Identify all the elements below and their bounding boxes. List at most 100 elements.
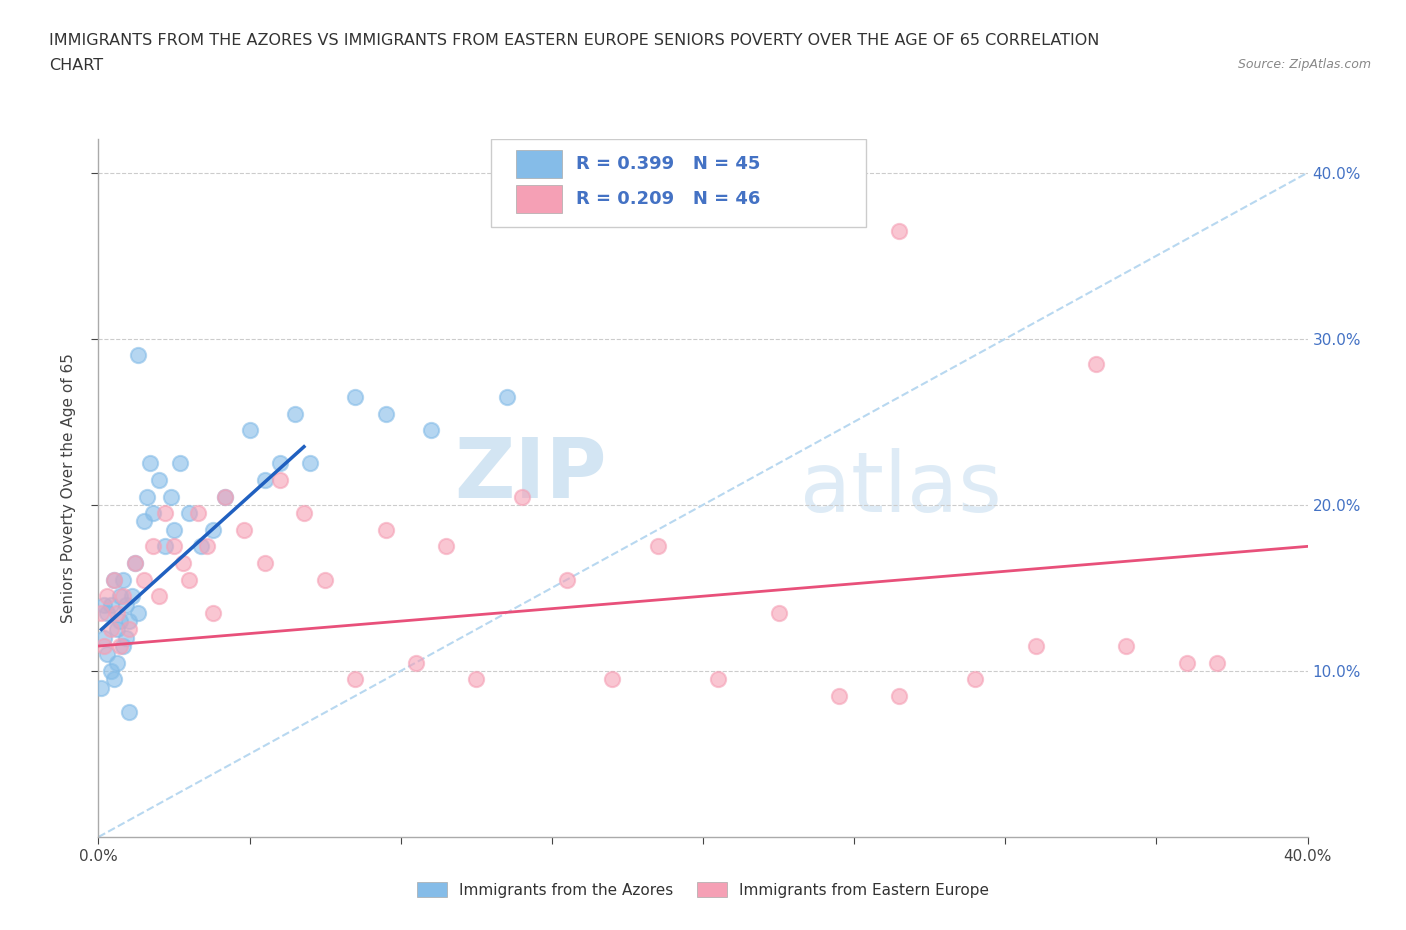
Point xyxy=(510,489,533,504)
Point xyxy=(172,555,194,570)
Point xyxy=(284,406,307,421)
Point xyxy=(90,605,112,620)
Point xyxy=(100,622,122,637)
Point xyxy=(768,605,790,620)
Point xyxy=(1175,656,1198,671)
Point xyxy=(555,572,578,587)
Point xyxy=(344,390,367,405)
Point xyxy=(179,572,201,587)
Point xyxy=(1115,639,1137,654)
Point xyxy=(253,555,276,570)
Point xyxy=(103,572,125,587)
Point xyxy=(135,489,157,504)
Legend: Immigrants from the Azores, Immigrants from Eastern Europe: Immigrants from the Azores, Immigrants f… xyxy=(411,875,995,904)
Point xyxy=(495,390,517,405)
Point xyxy=(111,572,134,587)
Point xyxy=(434,539,457,554)
Point xyxy=(707,671,730,686)
Point xyxy=(114,631,136,645)
Point xyxy=(108,614,131,629)
Point xyxy=(160,489,183,504)
Point xyxy=(214,489,236,504)
Text: ZIP: ZIP xyxy=(454,433,606,515)
Point xyxy=(111,639,134,654)
Point xyxy=(269,472,291,487)
Point xyxy=(108,639,131,654)
Point xyxy=(239,422,262,438)
Point xyxy=(132,514,155,529)
Point xyxy=(118,705,141,720)
Point xyxy=(374,406,396,421)
Point xyxy=(90,680,112,695)
Point xyxy=(153,539,176,554)
Point xyxy=(105,605,128,620)
Point xyxy=(202,523,225,538)
FancyBboxPatch shape xyxy=(492,140,866,227)
Point xyxy=(374,523,396,538)
Point xyxy=(299,456,322,471)
Point xyxy=(420,422,443,438)
FancyBboxPatch shape xyxy=(516,150,561,178)
Y-axis label: Seniors Poverty Over the Age of 65: Seniors Poverty Over the Age of 65 xyxy=(60,353,76,623)
Point xyxy=(202,605,225,620)
Point xyxy=(105,622,128,637)
Point xyxy=(124,555,146,570)
Point xyxy=(179,506,201,521)
Text: Source: ZipAtlas.com: Source: ZipAtlas.com xyxy=(1237,58,1371,71)
Point xyxy=(96,589,118,604)
Point xyxy=(828,688,851,703)
Point xyxy=(93,639,115,654)
Text: atlas: atlas xyxy=(800,447,1001,529)
Point xyxy=(139,456,162,471)
Point xyxy=(602,671,624,686)
Point xyxy=(1024,639,1046,654)
Point xyxy=(232,523,254,538)
Point xyxy=(100,597,122,612)
Point xyxy=(118,622,141,637)
Point xyxy=(127,605,149,620)
Point xyxy=(127,348,149,363)
Point xyxy=(889,223,911,238)
Point xyxy=(187,506,209,521)
Point xyxy=(93,597,115,612)
Point xyxy=(148,472,170,487)
Point xyxy=(103,572,125,587)
Point xyxy=(195,539,218,554)
Point xyxy=(148,589,170,604)
Point xyxy=(269,456,291,471)
Text: CHART: CHART xyxy=(49,58,103,73)
Point xyxy=(153,506,176,521)
Point xyxy=(163,523,186,538)
Point xyxy=(169,456,191,471)
Point xyxy=(100,663,122,678)
Point xyxy=(214,489,236,504)
Point xyxy=(889,688,911,703)
Point xyxy=(1085,356,1108,371)
Point xyxy=(124,555,146,570)
Point xyxy=(965,671,987,686)
Text: R = 0.399   N = 45: R = 0.399 N = 45 xyxy=(576,155,761,173)
Point xyxy=(465,671,488,686)
Point xyxy=(105,656,128,671)
Point xyxy=(132,572,155,587)
Point xyxy=(118,614,141,629)
Point xyxy=(142,539,165,554)
Text: IMMIGRANTS FROM THE AZORES VS IMMIGRANTS FROM EASTERN EUROPE SENIORS POVERTY OVE: IMMIGRANTS FROM THE AZORES VS IMMIGRANTS… xyxy=(49,33,1099,47)
Point xyxy=(405,656,427,671)
Point xyxy=(121,589,143,604)
Point xyxy=(96,605,118,620)
Point xyxy=(114,597,136,612)
Point xyxy=(314,572,336,587)
Text: R = 0.209   N = 46: R = 0.209 N = 46 xyxy=(576,190,761,207)
Point xyxy=(1206,656,1229,671)
Point xyxy=(292,506,315,521)
Point xyxy=(96,647,118,662)
Point xyxy=(647,539,669,554)
Point xyxy=(344,671,367,686)
Point xyxy=(190,539,212,554)
Point xyxy=(93,631,115,645)
Point xyxy=(253,472,276,487)
FancyBboxPatch shape xyxy=(516,185,561,213)
Point xyxy=(111,589,134,604)
Point xyxy=(142,506,165,521)
